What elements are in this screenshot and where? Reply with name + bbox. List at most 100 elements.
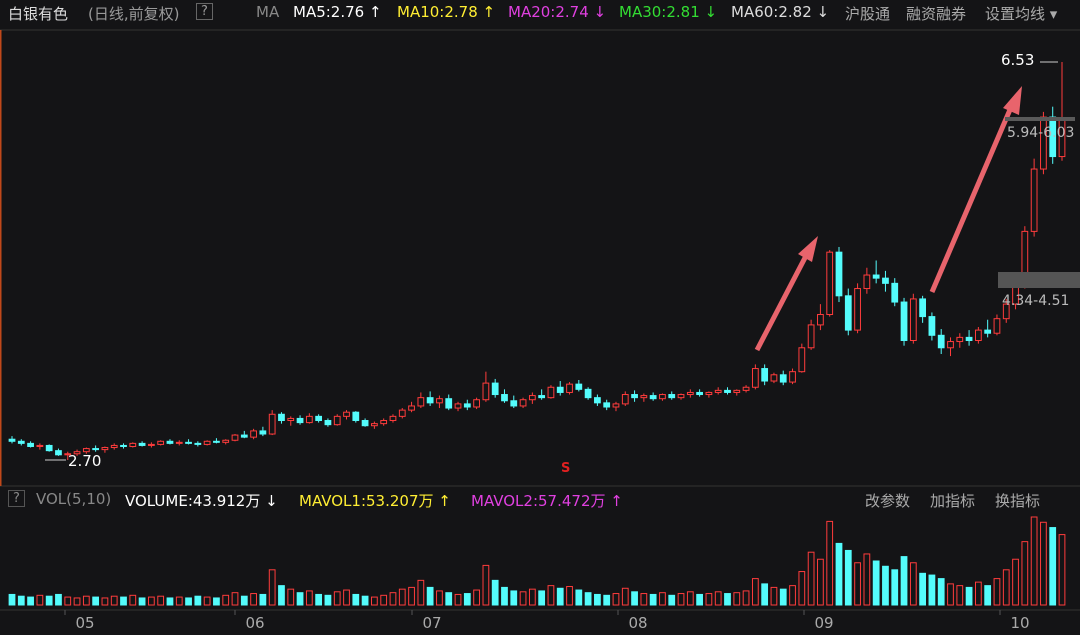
volume-bar [686, 591, 694, 606]
high-label: 6.53 [1001, 51, 1035, 69]
volume-bar [863, 553, 871, 606]
candle-body [631, 394, 638, 399]
help-button[interactable]: ? [196, 3, 213, 20]
help-button[interactable]: ? [8, 490, 25, 507]
candle-body [789, 371, 796, 383]
volume-bar [603, 594, 611, 606]
tab[interactable]: 设置均线 ▾ [985, 5, 1058, 23]
candle-body [696, 391, 703, 396]
candle-body [64, 453, 72, 456]
month-label: 07 [422, 614, 441, 632]
volume-bar [826, 520, 834, 606]
panel-button[interactable]: 加指标 [930, 492, 976, 510]
volume-bar [631, 591, 638, 606]
volume-bar [343, 589, 350, 606]
tab[interactable]: 沪股通 [845, 5, 891, 23]
ma30: MA30:2.81 ↓ [619, 3, 718, 21]
candle-body [129, 442, 137, 447]
volume-bar [1030, 516, 1038, 606]
candle-body [445, 398, 453, 409]
volume-bar [807, 551, 815, 606]
candle-body [621, 394, 629, 405]
candle-body [454, 403, 462, 409]
volume-bar [649, 593, 657, 606]
candle-body [101, 447, 109, 451]
volume-bar [705, 593, 713, 606]
candle-body [1030, 168, 1038, 232]
candle-body [473, 399, 480, 408]
panel-button[interactable]: 换指标 [995, 492, 1041, 510]
candle-body [510, 400, 518, 407]
candle-body [213, 440, 220, 443]
tab[interactable]: 融资融券 [906, 5, 967, 23]
volume-bar [240, 595, 248, 606]
volume-bar [148, 596, 155, 606]
candle-body [705, 391, 713, 396]
volume-bar [770, 586, 778, 606]
volume-bar [454, 593, 462, 606]
candle-body [55, 450, 62, 456]
candle-body [278, 413, 285, 422]
panel-button[interactable]: 改参数 [865, 492, 911, 510]
candle-body [305, 415, 313, 424]
candle-body [566, 383, 573, 393]
volume-bar [1040, 521, 1047, 606]
signal-marker: S [561, 461, 571, 476]
candle-body [872, 274, 880, 279]
volume-bar [64, 596, 72, 606]
volume-bar [1012, 558, 1019, 606]
candle-body [73, 451, 81, 455]
candle-body [17, 440, 25, 444]
candle-body [482, 382, 490, 401]
candle-body [250, 430, 257, 438]
volume-bar [36, 594, 44, 606]
candle-body [27, 442, 34, 447]
candle-body [528, 395, 536, 401]
candle-body [203, 440, 211, 445]
volume-bar [519, 591, 527, 606]
volume-bar [956, 585, 964, 606]
volume-bar [222, 594, 230, 606]
candle-body [110, 444, 118, 449]
candle-body [36, 444, 44, 447]
volume-bar [166, 597, 174, 606]
candle-body [361, 420, 369, 427]
candle-body [891, 282, 899, 303]
candle-body [882, 277, 889, 284]
volume-bar [213, 597, 220, 606]
candle-body [649, 395, 657, 400]
volume-bar [389, 592, 397, 606]
candle-body [1002, 303, 1010, 320]
candle-body [231, 434, 239, 441]
candle-body [315, 415, 323, 422]
volume-bar [993, 578, 1001, 606]
candle-body [965, 336, 973, 341]
candle-body [575, 383, 583, 390]
ma-label[interactable]: MA [256, 3, 280, 21]
volume-bar [724, 593, 731, 606]
candle-body [148, 443, 155, 446]
volume-bar [120, 596, 127, 606]
candle-body [417, 397, 425, 407]
candle-body [287, 417, 295, 422]
mavol2: MAVOL2:57.472万 ↑ [471, 492, 623, 510]
month-label: 05 [75, 614, 94, 632]
ma60: MA60:2.82 ↓ [731, 3, 830, 21]
candle-body [937, 334, 945, 349]
volume-bar [8, 593, 16, 606]
trend-arrow [754, 86, 1022, 352]
volume-bar [175, 596, 183, 606]
volume-bar [900, 556, 908, 606]
volume-bar [872, 560, 880, 606]
volume-bar [203, 596, 211, 606]
candle-body [835, 251, 843, 297]
volume-bar [742, 590, 750, 606]
candle-body [343, 411, 350, 417]
volume-bar [714, 591, 722, 606]
volume-bar [278, 585, 285, 606]
volume-bar [575, 589, 583, 606]
volume-bar [408, 586, 415, 606]
volume-bar [17, 595, 25, 606]
volume-bar [947, 583, 954, 606]
candle-body [82, 448, 90, 453]
